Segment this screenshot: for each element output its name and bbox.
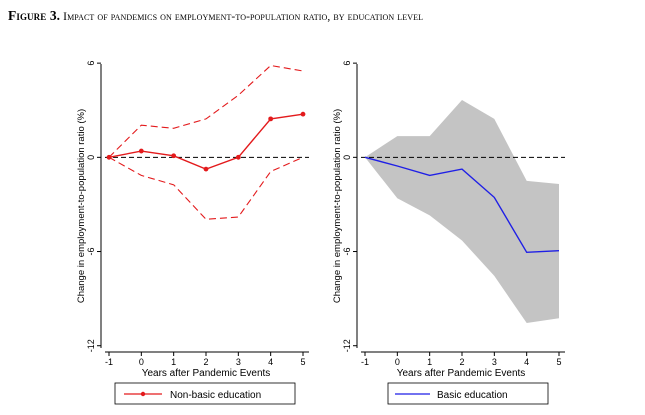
left-x-tick-label: -1 [105,357,113,367]
left-ci-band-lines [108,64,304,220]
right-x-tick-label: -1 [361,357,369,367]
left-legend-label: Non-basic education [170,390,261,401]
right-y-tick-label: -12 [342,339,352,352]
left-y-tick-label: 0 [86,155,96,160]
right-legend: Basic education [387,382,549,405]
figure-title-text: Impact of pandemics on employment-to-pop… [63,11,424,23]
left-ci-lower-line [108,156,304,220]
left-x-axis-label: Years after Pandemic Events [142,368,271,379]
right-y-axis: 6 0 -6 -12 [342,61,358,352]
right-ci-band-group [365,100,559,323]
left-series-point [300,111,306,117]
left-series-point [106,154,112,160]
right-legend-label: Basic education [437,390,508,401]
left-y-tick-label: 6 [86,61,96,66]
left-x-tick-label: 3 [236,357,241,367]
left-series-point [235,154,241,160]
right-x-tick-label: 5 [556,357,561,367]
left-y-tick-label: -6 [86,248,96,256]
right-x-tick-label: 4 [524,357,529,367]
left-legend-marker [140,391,146,397]
left-series-point [203,166,209,172]
right-x-tick-label: 0 [395,357,400,367]
left-x-tick-label: 1 [171,357,176,367]
left-x-tick-label: 4 [268,357,273,367]
left-x-axis: -1 0 1 2 3 4 5 [105,351,309,367]
right-y-axis-label: Change in employment-to-population ratio… [332,109,343,303]
left-series-line [106,111,306,172]
right-x-tick-label: 3 [492,357,497,367]
left-legend: Non-basic education [114,382,296,405]
left-y-axis-label: Change in employment-to-population ratio… [76,109,87,303]
right-ci-band [365,100,559,323]
left-legend-box [114,382,296,405]
right-series-line [364,156,560,254]
left-y-axis: 6 0 -6 -12 [86,61,102,352]
left-plot-background [101,60,309,352]
right-chart: 6 0 -6 -12 -1 0 1 2 3 4 5 Change in employment-to… [332,60,565,405]
left-x-tick-label: 0 [139,357,144,367]
left-series-point [171,153,177,159]
figure-title-number: Figure 3. [8,8,61,23]
right-legend-box [387,382,549,405]
right-x-tick-label: 2 [459,357,464,367]
left-x-tick-label: 2 [203,357,208,367]
left-series-point [138,148,144,154]
left-y-tick-label: -12 [86,339,96,352]
right-y-tick-label: 6 [342,61,352,66]
left-series-point [268,116,274,122]
left-x-tick-label: 5 [300,357,305,367]
left-chart: 6 0 -6 -12 -1 0 1 2 3 4 5 Change in employment-to… [76,60,309,405]
right-x-axis: -1 0 1 2 3 4 5 [361,351,565,367]
right-y-tick-label: -6 [342,248,352,256]
left-ci-upper-line [108,64,304,158]
right-series-path [364,156,560,254]
right-y-tick-label: 0 [342,155,352,160]
figure-title: Figure 3. Impact of pandemics on employm… [8,8,638,24]
right-x-tick-label: 1 [427,357,432,367]
right-x-axis-label: Years after Pandemic Events [397,368,526,379]
